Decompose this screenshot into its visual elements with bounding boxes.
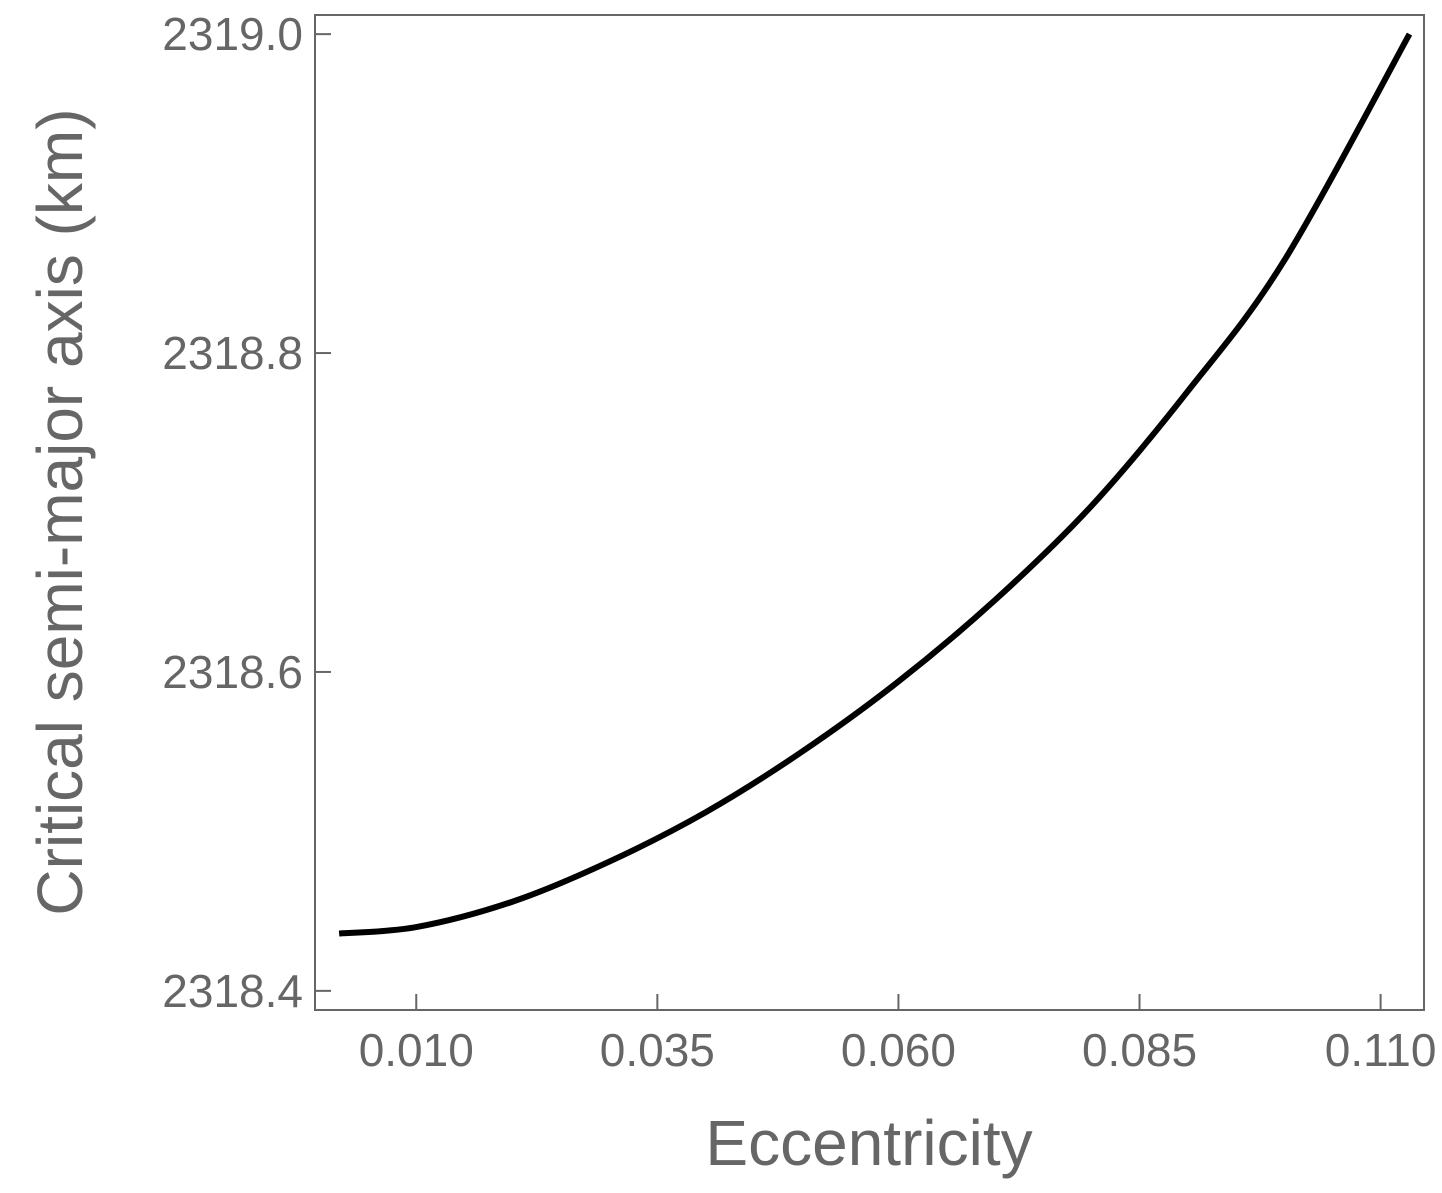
x-axis-title: Eccentricity [705, 1107, 1032, 1179]
y-tick-label: 2318.6 [162, 646, 303, 698]
series-line [338, 32, 1413, 937]
plot-frame [314, 14, 1425, 1011]
x-tick-label: 0.035 [600, 1024, 715, 1076]
x-tick-label: 0.060 [841, 1024, 956, 1076]
y-tick-label: 2319.0 [162, 8, 303, 60]
x-axis-ticks: 0.010 0.035 0.060 0.085 0.110 [359, 994, 1437, 1076]
x-tick-label: 0.110 [1325, 1024, 1437, 1076]
y-tick-label: 2318.8 [162, 327, 303, 379]
y-axis-title: Critical semi-major axis (km) [24, 108, 96, 915]
y-tick-label: 2318.4 [162, 965, 303, 1017]
x-tick-label: 0.010 [359, 1024, 474, 1076]
x-tick-label: 0.085 [1082, 1024, 1197, 1076]
y-axis-ticks: 2318.4 2318.6 2318.8 2319.0 [162, 8, 331, 1017]
